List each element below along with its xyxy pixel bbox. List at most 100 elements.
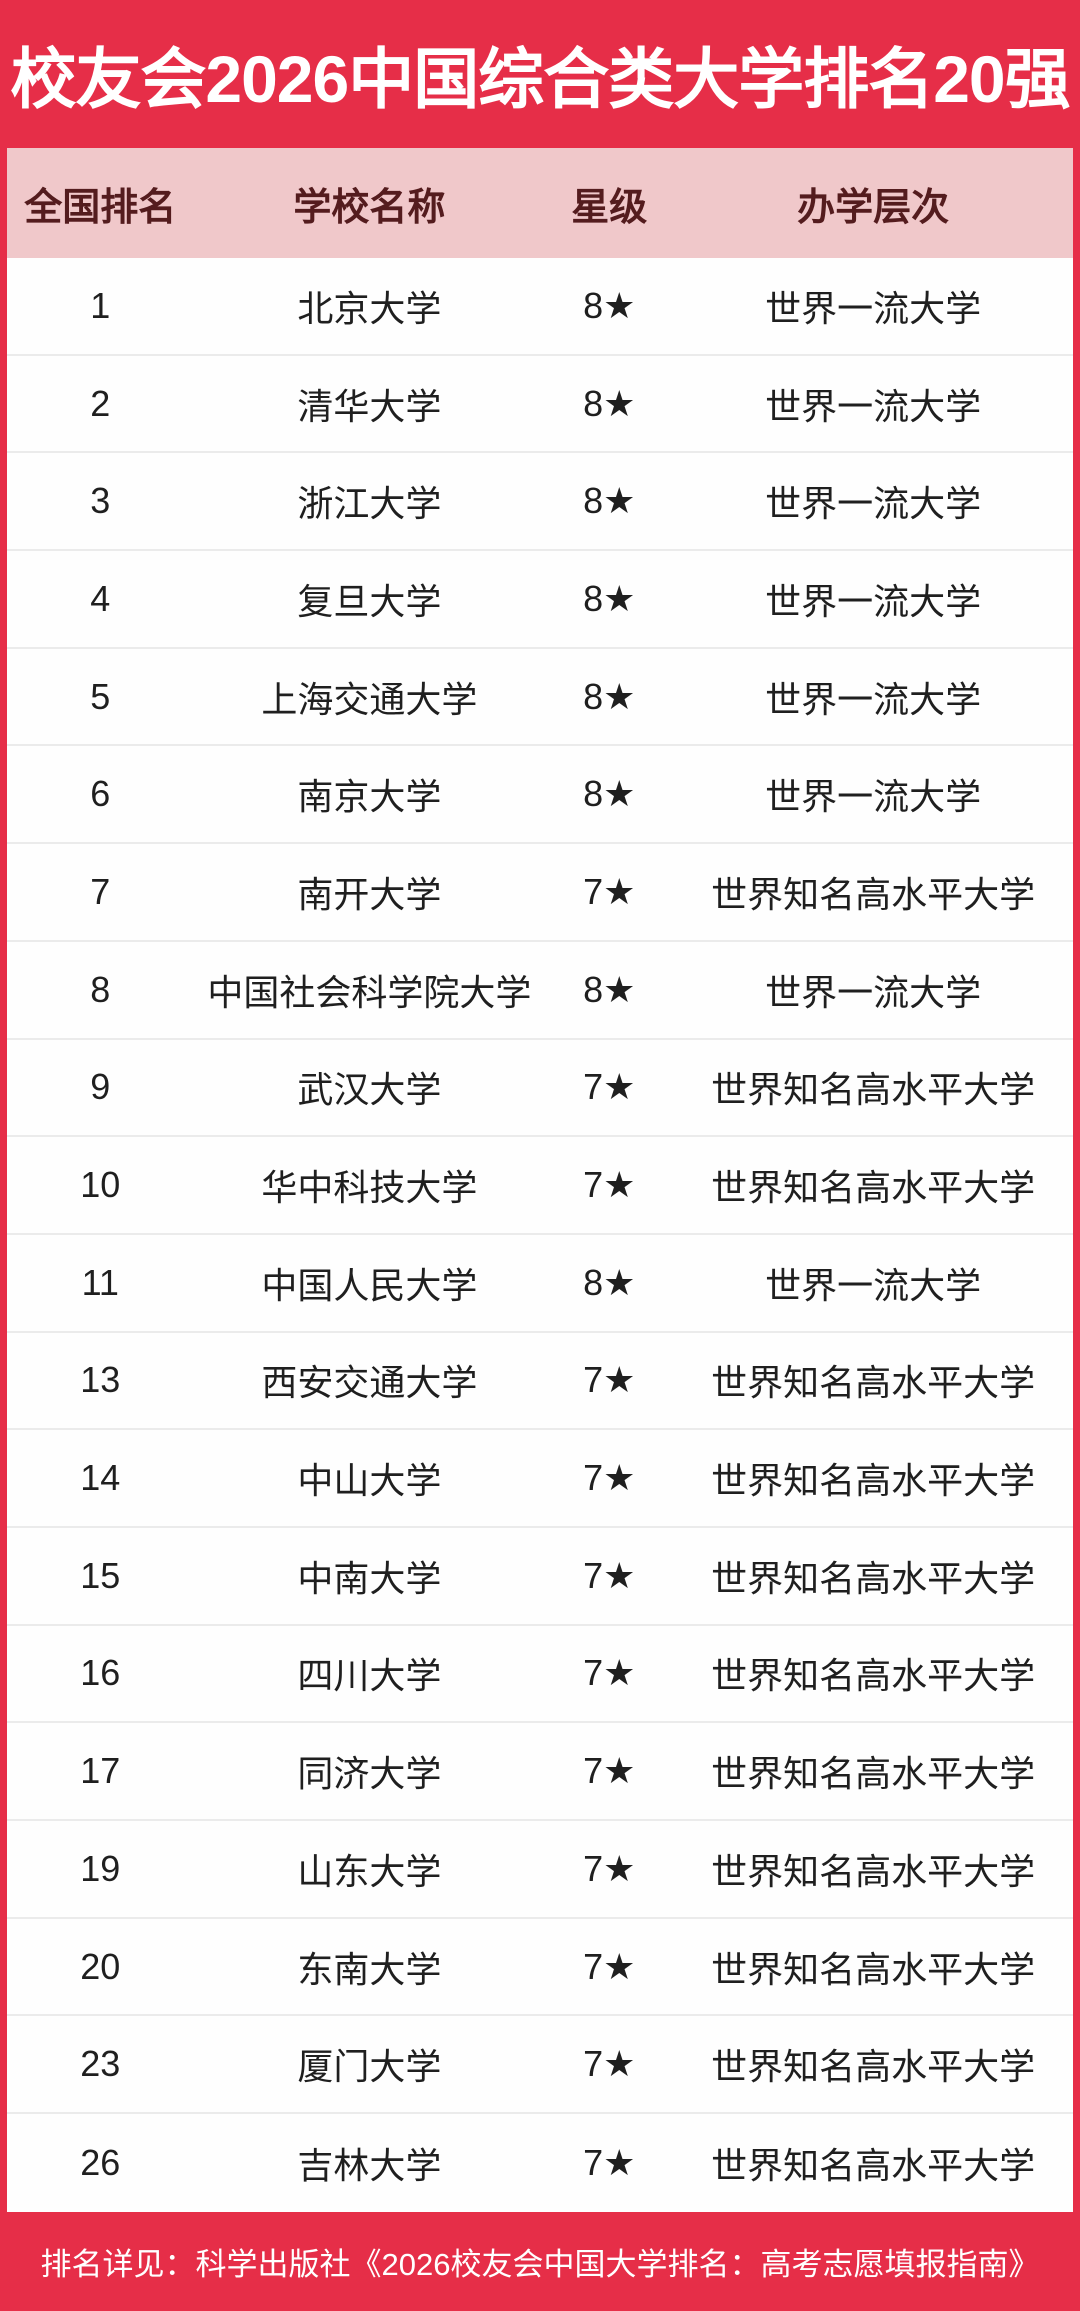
school-name-cell: 浙江大学 <box>297 483 442 525</box>
rank-cell: 20 <box>80 1945 121 1987</box>
table-row: 4 复旦大学 8★ 世界一流大学 <box>7 551 1073 649</box>
column-header-name: 学校名称 <box>293 186 446 229</box>
star-cell: 7★ <box>583 1457 636 1499</box>
level-cell: 世界一流大学 <box>765 776 982 818</box>
level-cell: 世界知名高水平大学 <box>711 1557 1036 1599</box>
star-cell: 7★ <box>583 1164 636 1206</box>
school-name-cell: 中南大学 <box>297 1557 442 1599</box>
table-row: 11 中国人民大学 8★ 世界一流大学 <box>7 1235 1073 1333</box>
level-cell: 世界一流大学 <box>765 385 982 427</box>
school-name-cell: 中山大学 <box>297 1460 442 1502</box>
school-name-cell: 中国人民大学 <box>261 1264 478 1306</box>
table-body: 1 北京大学 8★ 世界一流大学 2 清华大学 8★ 世界一流大学 3 浙江大学… <box>7 258 1073 2212</box>
star-cell: 7★ <box>583 2043 636 2085</box>
title-banner: 校友会2026中国综合类大学排名20强 <box>0 0 1080 148</box>
star-cell: 8★ <box>583 968 636 1010</box>
table-row: 7 南开大学 7★ 世界知名高水平大学 <box>7 844 1073 942</box>
table-row: 1 北京大学 8★ 世界一流大学 <box>7 258 1073 356</box>
table-row: 6 南京大学 8★ 世界一流大学 <box>7 746 1073 845</box>
level-cell: 世界知名高水平大学 <box>711 1069 1036 1111</box>
star-cell: 8★ <box>583 382 636 424</box>
school-name-cell: 复旦大学 <box>297 580 442 622</box>
rank-cell: 5 <box>90 675 111 717</box>
level-cell: 世界知名高水平大学 <box>711 2046 1036 2088</box>
footer-note: 排名详见：科学出版社《2026校友会中国大学排名：高考志愿填报指南》 <box>40 2246 1040 2282</box>
rank-cell: 6 <box>90 773 111 815</box>
rank-cell: 8 <box>90 968 111 1010</box>
rank-cell: 1 <box>90 284 111 326</box>
table-row: 2 清华大学 8★ 世界一流大学 <box>7 356 1073 454</box>
school-name-cell: 中国社会科学院大学 <box>207 971 532 1013</box>
school-name-cell: 东南大学 <box>297 1948 442 1990</box>
table-row: 26 吉林大学 7★ 世界知名高水平大学 <box>7 2114 1073 2212</box>
level-cell: 世界一流大学 <box>765 971 982 1013</box>
level-cell: 世界知名高水平大学 <box>711 1460 1036 1502</box>
star-cell: 7★ <box>583 1652 636 1694</box>
star-cell: 8★ <box>583 577 636 619</box>
level-cell: 世界知名高水平大学 <box>711 1753 1036 1795</box>
footer-banner: 排名详见：科学出版社《2026校友会中国大学排名：高考志愿填报指南》 <box>0 2212 1080 2311</box>
table-row: 10 华中科技大学 7★ 世界知名高水平大学 <box>7 1137 1073 1235</box>
school-name-cell: 武汉大学 <box>297 1069 442 1111</box>
level-cell: 世界知名高水平大学 <box>711 1948 1036 1990</box>
star-cell: 8★ <box>583 480 636 522</box>
level-cell: 世界一流大学 <box>765 483 982 525</box>
star-cell: 7★ <box>583 1750 636 1792</box>
rank-cell: 13 <box>80 1359 121 1401</box>
level-cell: 世界知名高水平大学 <box>711 2144 1036 2186</box>
school-name-cell: 南开大学 <box>297 873 442 915</box>
star-cell: 8★ <box>583 773 636 815</box>
rank-cell: 17 <box>80 1750 121 1792</box>
table-row: 13 西安交通大学 7★ 世界知名高水平大学 <box>7 1333 1073 1431</box>
rank-cell: 16 <box>80 1652 121 1694</box>
star-cell: 8★ <box>583 1261 636 1303</box>
star-cell: 7★ <box>583 1554 636 1596</box>
school-name-cell: 南京大学 <box>297 776 442 818</box>
school-name-cell: 北京大学 <box>297 287 442 329</box>
school-name-cell: 上海交通大学 <box>261 678 478 720</box>
rank-cell: 26 <box>80 2141 121 2183</box>
rank-cell: 15 <box>80 1554 121 1596</box>
column-header-level: 办学层次 <box>797 186 950 229</box>
school-name-cell: 厦门大学 <box>297 2046 442 2088</box>
rank-cell: 3 <box>90 480 111 522</box>
school-name-cell: 清华大学 <box>297 385 442 427</box>
level-cell: 世界知名高水平大学 <box>711 1850 1036 1892</box>
table-row: 19 山东大学 7★ 世界知名高水平大学 <box>7 1821 1073 1919</box>
table-row: 9 武汉大学 7★ 世界知名高水平大学 <box>7 1040 1073 1138</box>
rank-cell: 23 <box>80 2043 121 2085</box>
star-cell: 7★ <box>583 1359 636 1401</box>
page-title: 校友会2026中国综合类大学排名20强 <box>10 42 1070 116</box>
level-cell: 世界知名高水平大学 <box>711 1167 1036 1209</box>
rank-cell: 11 <box>81 1261 119 1303</box>
star-cell: 7★ <box>583 1945 636 1987</box>
ranking-table: 全国排名 学校名称 星级 办学层次 1 北京大学 8★ 世界一流大学 2 清华大… <box>7 148 1073 2212</box>
table-row: 17 同济大学 7★ 世界知名高水平大学 <box>7 1723 1073 1821</box>
rank-cell: 7 <box>90 870 111 912</box>
school-name-cell: 吉林大学 <box>297 2144 442 2186</box>
rank-cell: 2 <box>90 382 111 424</box>
column-header-rank: 全国排名 <box>24 186 177 229</box>
rank-cell: 10 <box>80 1164 121 1206</box>
table-row: 15 中南大学 7★ 世界知名高水平大学 <box>7 1528 1073 1626</box>
table-row: 3 浙江大学 8★ 世界一流大学 <box>7 453 1073 552</box>
rank-cell: 19 <box>80 1847 121 1889</box>
table-row: 8 中国社会科学院大学 8★ 世界一流大学 <box>7 942 1073 1040</box>
table-header: 全国排名 学校名称 星级 办学层次 <box>7 148 1073 258</box>
star-cell: 8★ <box>583 675 636 717</box>
level-cell: 世界一流大学 <box>765 1264 982 1306</box>
table-row: 20 东南大学 7★ 世界知名高水平大学 <box>7 1919 1073 2017</box>
level-cell: 世界一流大学 <box>765 678 982 720</box>
star-cell: 8★ <box>583 284 636 326</box>
star-cell: 7★ <box>583 2141 636 2183</box>
column-header-star: 星级 <box>571 186 648 229</box>
star-cell: 7★ <box>583 870 636 912</box>
rank-cell: 14 <box>80 1457 121 1499</box>
star-cell: 7★ <box>583 1847 636 1889</box>
level-cell: 世界一流大学 <box>765 287 982 329</box>
level-cell: 世界知名高水平大学 <box>711 1362 1036 1404</box>
school-name-cell: 华中科技大学 <box>261 1167 478 1209</box>
school-name-cell: 山东大学 <box>297 1850 442 1892</box>
table-row: 5 上海交通大学 8★ 世界一流大学 <box>7 649 1073 747</box>
level-cell: 世界一流大学 <box>765 580 982 622</box>
